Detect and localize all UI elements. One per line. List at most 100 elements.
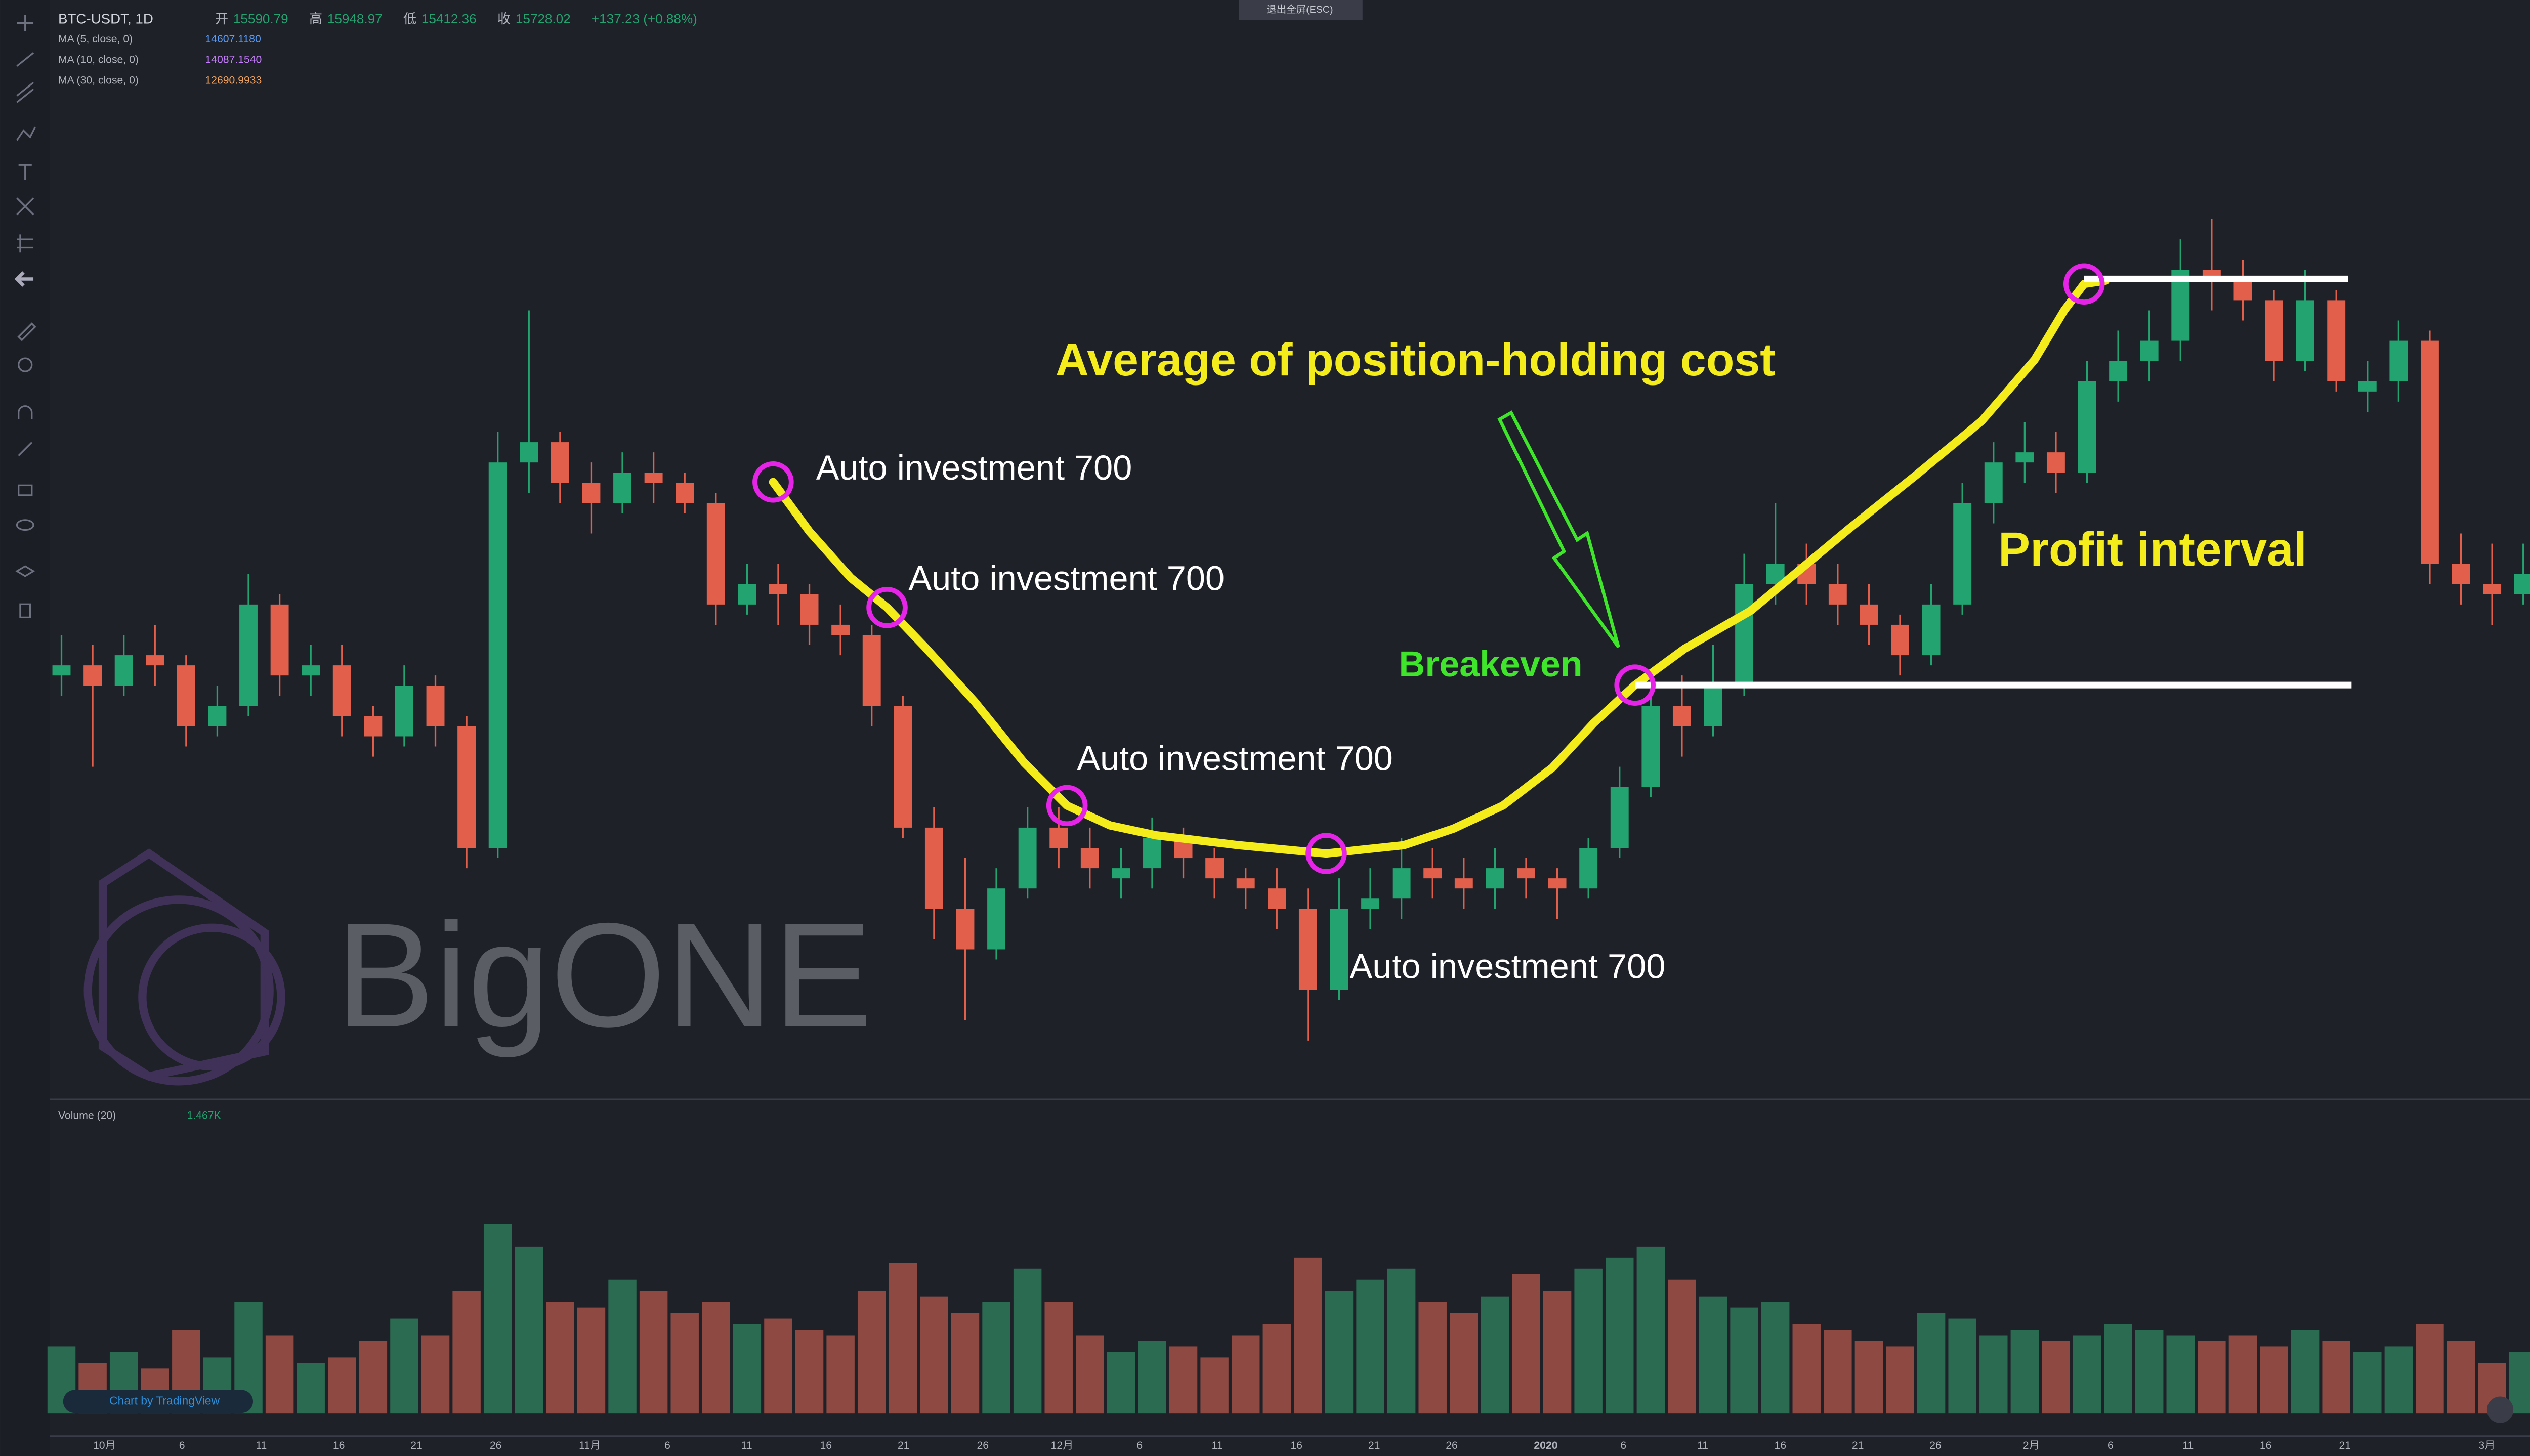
volume-bar xyxy=(2042,1341,2070,1414)
tool-channel[interactable] xyxy=(16,81,34,103)
volume-bar xyxy=(2198,1341,2226,1414)
ma-name: MA (5, close, 0) xyxy=(58,33,133,45)
volume-bar xyxy=(2416,1324,2444,1414)
tool-ruler[interactable] xyxy=(17,322,36,341)
volume-bar xyxy=(577,1307,606,1414)
candle-body xyxy=(1486,868,1504,889)
tool-text[interactable] xyxy=(18,164,32,180)
x-tick-label: 11 xyxy=(256,1440,267,1451)
candle-body xyxy=(2483,584,2502,594)
candle-body xyxy=(2327,300,2346,381)
tool-cross[interactable] xyxy=(17,15,34,31)
candle-body xyxy=(1672,706,1691,726)
candle-body xyxy=(1891,624,1909,656)
logo-ring-small xyxy=(138,923,285,1071)
volume-bar xyxy=(1792,1324,1821,1414)
candle-body xyxy=(894,706,912,828)
candle-body xyxy=(1205,858,1224,879)
volume-bar xyxy=(421,1335,450,1414)
credit-text: Chart by TradingView xyxy=(109,1394,220,1407)
volume-bar xyxy=(1044,1302,1073,1414)
candle-body xyxy=(1018,827,1037,889)
candle-body xyxy=(177,665,195,726)
candle-body xyxy=(83,665,102,686)
x-tick-label: 21 xyxy=(898,1440,910,1451)
volume-bar xyxy=(1543,1291,1572,1414)
volume-bar xyxy=(1231,1335,1260,1414)
tool-fib[interactable] xyxy=(17,234,34,253)
ma-name: MA (10, close, 0) xyxy=(58,54,139,66)
volume-bar xyxy=(1512,1274,1540,1414)
ohlc-value: 15728.02 xyxy=(516,11,571,26)
investment-marker xyxy=(866,587,908,628)
breakeven-label: Breakeven xyxy=(1399,644,1583,684)
candle-body xyxy=(2140,340,2159,361)
volume-bar xyxy=(1574,1268,1603,1414)
candle-body xyxy=(1268,888,1286,909)
candle-body xyxy=(956,909,975,950)
volume-bar xyxy=(951,1313,980,1414)
tool-brush[interactable] xyxy=(16,126,36,141)
x-tick-label: 16 xyxy=(1290,1440,1302,1451)
candle-body xyxy=(644,473,663,483)
x-tick-label: 16 xyxy=(820,1440,832,1451)
volume-bar xyxy=(1294,1257,1322,1414)
tool-line[interactable] xyxy=(16,52,34,67)
volume-bar xyxy=(764,1318,792,1414)
tool-lock[interactable] xyxy=(18,484,33,496)
x-tick-label: 2月 xyxy=(2023,1440,2040,1451)
tool-eye[interactable] xyxy=(16,519,34,531)
candle-body xyxy=(1517,868,1535,879)
candle-body xyxy=(1423,868,1442,879)
tool-layers[interactable] xyxy=(15,565,35,577)
volume-bar xyxy=(920,1296,948,1414)
tool-zoom[interactable] xyxy=(18,357,33,372)
volume-bar xyxy=(1356,1279,1384,1414)
toolbar-icons xyxy=(14,15,36,619)
volume-bar xyxy=(889,1263,917,1414)
volume-bar xyxy=(1948,1318,1976,1414)
volume-bar xyxy=(795,1330,824,1414)
toolbar xyxy=(0,0,50,1456)
x-tick-label: 11月 xyxy=(579,1440,601,1451)
candle-body xyxy=(1984,462,2003,503)
candle-body xyxy=(332,665,351,716)
tool-trash[interactable] xyxy=(19,603,31,619)
x-tick-label: 21 xyxy=(1368,1440,1380,1451)
tool-magnet[interactable] xyxy=(18,405,33,419)
candle-body xyxy=(613,473,631,503)
x-tick-label: 3月 xyxy=(2478,1440,2495,1451)
volume-bar xyxy=(1886,1346,1914,1414)
candle-body xyxy=(769,584,787,594)
volume-bar xyxy=(2104,1324,2132,1414)
investment-marker xyxy=(2063,263,2105,305)
volume-bar xyxy=(1854,1341,1883,1414)
tool-pattern[interactable] xyxy=(16,197,34,216)
candle-body xyxy=(208,706,227,726)
x-tick-label: 11 xyxy=(741,1440,752,1451)
volume-bar xyxy=(297,1363,325,1414)
volume-bar xyxy=(1668,1279,1696,1414)
candle-body xyxy=(302,665,320,676)
scroll-button[interactable] xyxy=(2486,1396,2514,1423)
investment-marker xyxy=(1046,785,1088,827)
ma-value: 14607.1180 xyxy=(205,33,261,45)
candle-body xyxy=(2358,381,2377,392)
ohlc-label: 高 xyxy=(309,11,322,26)
candle-body xyxy=(924,827,943,909)
candle-body xyxy=(2514,574,2530,594)
fullscreen-button[interactable] xyxy=(1239,0,1363,20)
ohlc-label: 收 xyxy=(497,11,511,26)
candle-body xyxy=(520,442,538,463)
volume-title: Volume (20) xyxy=(58,1109,116,1121)
x-tick-label: 2020 xyxy=(1534,1440,1557,1451)
volume-bar xyxy=(328,1357,356,1414)
tool-back[interactable] xyxy=(14,271,34,287)
candle-body xyxy=(239,604,258,706)
watermark: BigONE xyxy=(83,848,872,1086)
tool-pencil[interactable] xyxy=(18,442,32,456)
ma-value: 12690.9933 xyxy=(205,74,262,86)
candle-body xyxy=(1112,868,1130,879)
volume-bar xyxy=(1387,1268,1416,1414)
